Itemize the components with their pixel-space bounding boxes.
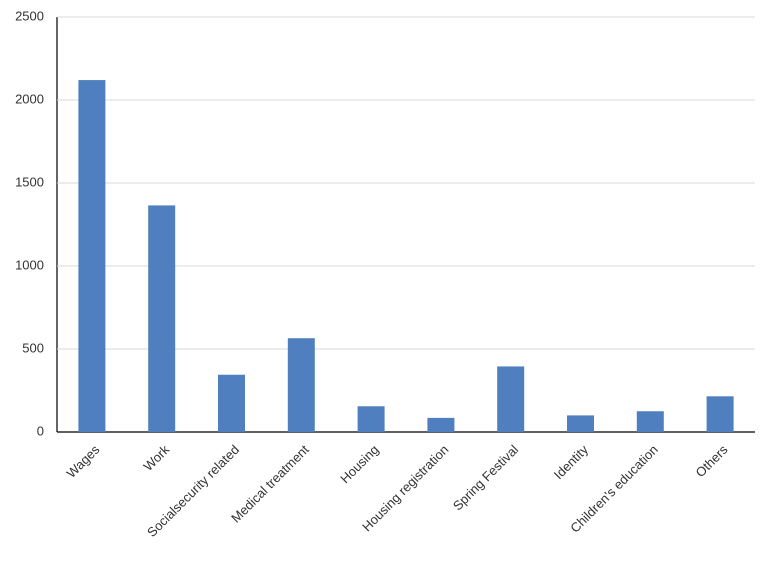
x-tick-label: Housing <box>337 442 381 486</box>
y-tick-label: 1500 <box>15 174 44 189</box>
bar <box>357 406 385 432</box>
y-tick-label: 500 <box>22 340 44 355</box>
x-tick-label: Wages <box>64 442 103 481</box>
x-tick-label: Work <box>140 442 172 474</box>
bar <box>497 366 525 432</box>
x-tick-label: Others <box>692 442 731 481</box>
bar <box>78 80 106 432</box>
bar <box>567 415 594 432</box>
bar <box>148 205 176 432</box>
x-tick-label: Identity <box>551 442 592 483</box>
y-tick-label: 2500 <box>15 8 44 23</box>
x-tick-label: Spring Festival <box>450 442 521 513</box>
bar <box>706 396 734 432</box>
bar <box>287 338 315 432</box>
bar <box>218 374 245 432</box>
x-tick-label: Medical treatment <box>228 442 312 526</box>
bar <box>636 411 664 432</box>
bar <box>427 417 455 432</box>
y-tick-label: 2000 <box>15 91 44 106</box>
y-tick-label: 0 <box>37 423 44 438</box>
y-tick-label: 1000 <box>15 257 44 272</box>
